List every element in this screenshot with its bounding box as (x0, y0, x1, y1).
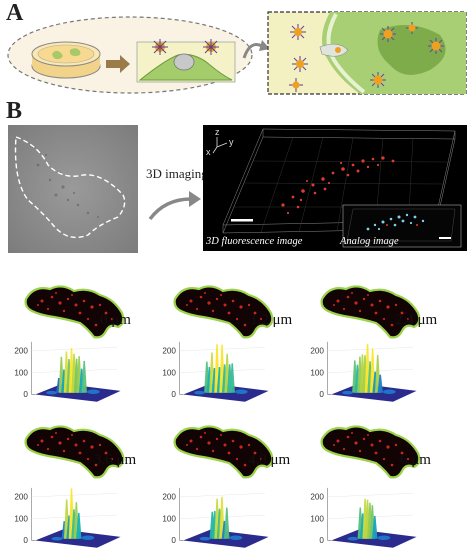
fluorescence-caption: 3D fluorescence image (206, 236, 303, 247)
intensity-surface-plot: 200 100 0 (162, 487, 269, 548)
arrow-right-icon (106, 55, 130, 73)
surface-bump (342, 390, 354, 395)
cell-nanoparticle-icon (136, 39, 236, 83)
z-tick-label: 200 (14, 347, 28, 356)
z-tick-label: 0 (171, 390, 176, 399)
intensity-surface-plot: 200 100 0 (14, 341, 121, 402)
surface-peak (81, 360, 87, 393)
surface-peak (229, 363, 235, 393)
z-tick-label: 100 (14, 368, 28, 377)
z-tick-label: 100 (162, 514, 176, 523)
surface-peak (224, 507, 230, 539)
analog-caption: Analog image (340, 236, 399, 247)
z-tick-label: 0 (23, 536, 28, 545)
z-tick-label: 100 (310, 368, 324, 377)
depth-label: 6 μm (400, 452, 431, 468)
cell-slice-image (24, 425, 125, 479)
imaging-step-label: 3D imaging (146, 166, 208, 181)
surface-bump (86, 389, 100, 395)
z-tick-label: 200 (310, 493, 324, 502)
intensity-surface-plot: 200 100 0 (310, 341, 417, 402)
z-tick-label: 0 (319, 536, 324, 545)
z-tick-label: 100 (310, 514, 324, 523)
curved-arrow-icon (148, 191, 201, 221)
surface-bump (229, 535, 243, 541)
surface-peak (372, 515, 378, 539)
depth-label: 2.4 μm (395, 312, 438, 328)
surface-bump (382, 389, 396, 395)
surface-bump (81, 535, 95, 541)
surface-floor (35, 383, 121, 402)
axis-x-label: x (206, 147, 211, 157)
panel-a-illustration (7, 11, 467, 95)
axis-z-label: z (215, 127, 220, 137)
z-tick-label: 200 (14, 493, 28, 502)
scale-bar (231, 219, 253, 222)
brightfield-micrograph (8, 125, 138, 253)
axis-y-label: y (229, 137, 234, 147)
curved-arrow-icon (242, 43, 263, 59)
z-tick-label: 200 (310, 347, 324, 356)
panel-b-label: B (6, 98, 23, 124)
intensity-surface-plot: 200 100 0 (310, 487, 417, 548)
surface-bump (377, 535, 391, 541)
surface-peak (76, 512, 82, 539)
depth-label: 4.8 μm (248, 452, 291, 468)
cell-slice-image (173, 425, 274, 479)
surface-bump (199, 536, 211, 541)
intensity-surface-plot: 200 100 0 (162, 341, 269, 402)
fluorescence-3d-image: z y x (203, 125, 467, 251)
z-tick-label: 0 (319, 390, 324, 399)
surface-bump (234, 389, 248, 395)
intensity-surface-plot: 200 100 0 (14, 487, 121, 548)
z-tick-label: 100 (162, 368, 176, 377)
surface-bump (46, 390, 58, 395)
depth-label: 1.2 μm (250, 312, 293, 328)
cell-slice-image (320, 425, 421, 479)
z-tick-label: 0 (171, 536, 176, 545)
analog-image-inset (342, 204, 462, 248)
z-tick-label: 200 (162, 493, 176, 502)
cell-membrane-zoom-icon (267, 11, 467, 95)
z-tick-label: 0 (23, 390, 28, 399)
z-tick-label: 100 (14, 514, 28, 523)
depth-label: 3.6 μm (94, 452, 137, 468)
surface-bump (51, 536, 63, 541)
panel-a-label: A (6, 0, 24, 26)
surface-bump (194, 390, 206, 395)
surface-peak (377, 374, 383, 393)
petri-dish-icon (31, 41, 101, 79)
surface-bump (347, 536, 359, 541)
z-tick-label: 200 (162, 347, 176, 356)
depth-label: 0 μm (100, 312, 131, 328)
